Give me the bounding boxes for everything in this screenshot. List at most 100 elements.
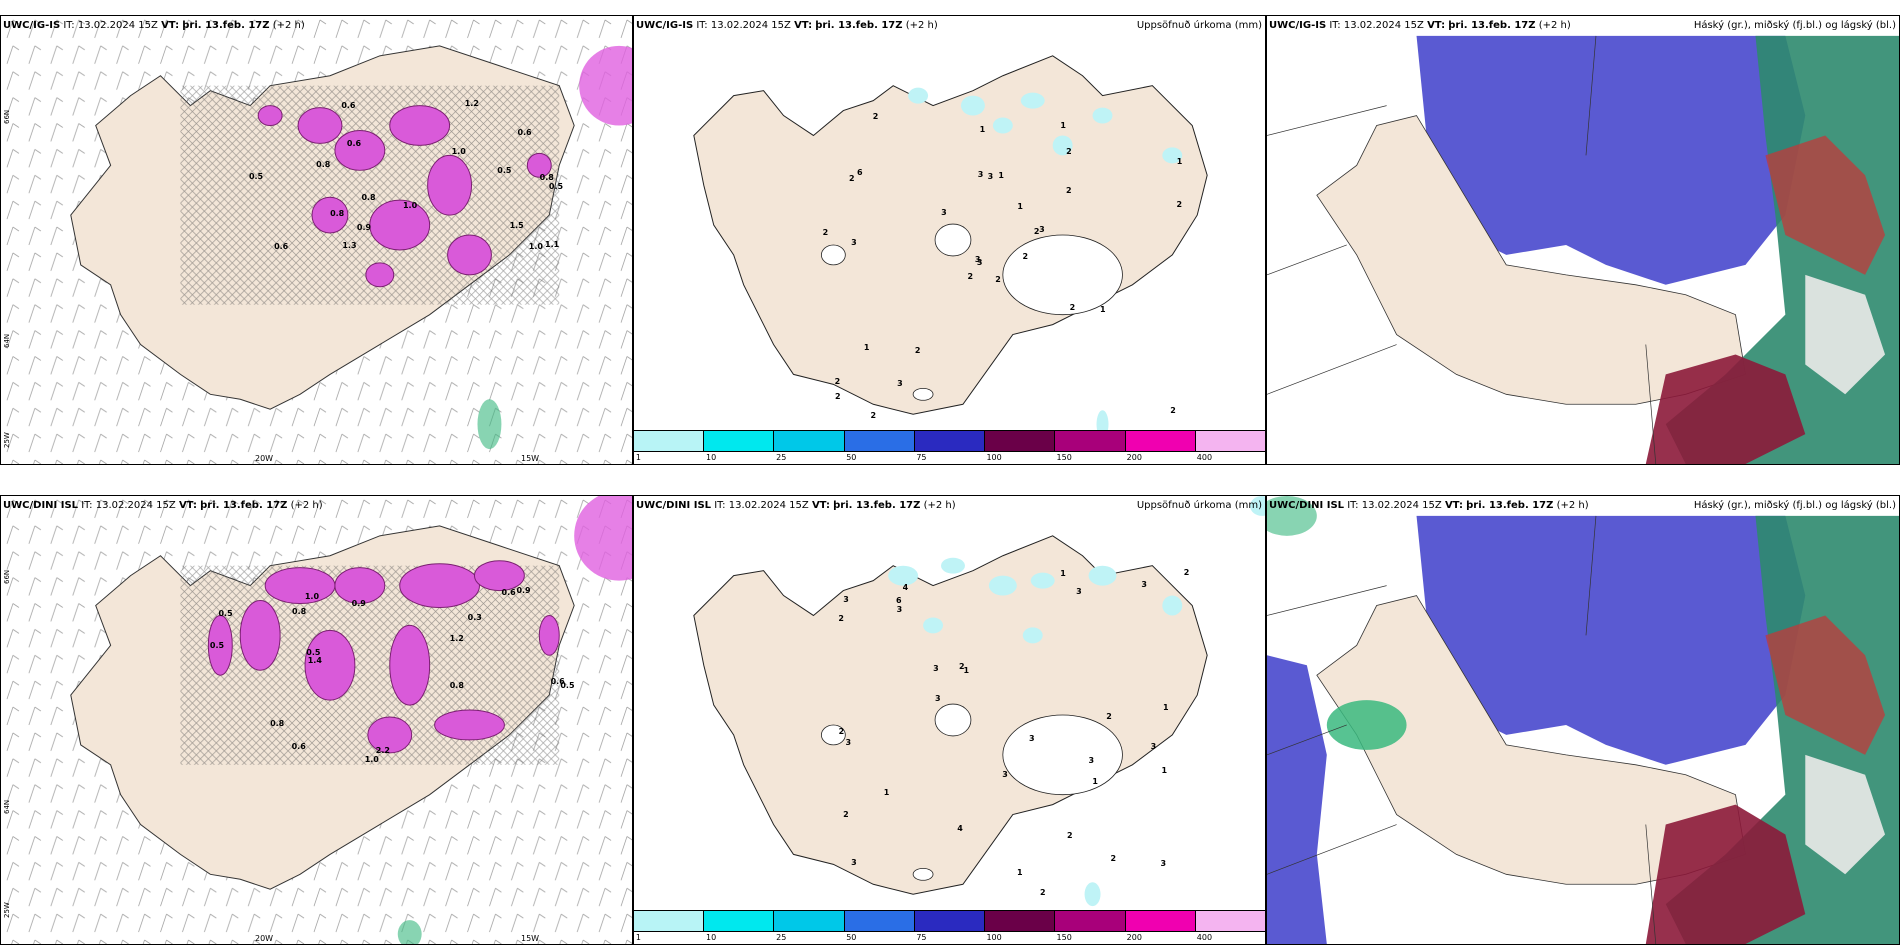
map-value-label: 2	[838, 727, 845, 737]
colorbar-label: 150	[1056, 933, 1072, 942]
lead-time: (+2 h)	[272, 20, 305, 31]
map-value-label: 1.4	[307, 655, 322, 665]
field-title: Háský (gr.), miðský (fj.bl.) og lágský (…	[1693, 500, 1896, 511]
field-title: Uppsöfnuð úrkoma (mm)	[1136, 20, 1262, 31]
map-value-label: 2	[1022, 251, 1029, 261]
colorbar-swatch	[844, 911, 915, 931]
map-value-label: 3	[974, 254, 981, 264]
colorbar-swatch	[704, 911, 775, 931]
map-value-label: 2	[995, 275, 1001, 285]
vt-label: VT:	[1427, 20, 1446, 31]
valid-time: þri. 13.feb. 17Z	[200, 500, 288, 511]
colorbar-swatch	[1195, 431, 1265, 451]
panel-precip-row1: UWC/IG-IS IT: 13.02.2024 15Z VT: þri. 13…	[633, 15, 1266, 465]
lead-time: (+2 h)	[1556, 500, 1589, 511]
map-value-label: 0.6	[550, 677, 565, 687]
vt-label: VT:	[794, 20, 813, 31]
map-value-label: 2	[958, 661, 965, 671]
map-value-label: 0.8	[539, 172, 554, 182]
map-value-label: 0.5	[497, 165, 512, 175]
valid-time: þri. 13.feb. 17Z	[1448, 20, 1536, 31]
colorbar-labels: 1 10 25 50 75 100 150 200 400	[634, 452, 1265, 464]
panel-header: UWC/IG-IS IT: 13.02.2024 15Z VT: þri. 13…	[3, 20, 305, 32]
map-value-label: 3	[843, 595, 849, 605]
map-value-label: 2	[835, 392, 841, 402]
map-value-label: 2	[1040, 887, 1046, 897]
colorbar	[634, 910, 1265, 932]
colorbar-swatch	[774, 431, 845, 451]
map-value-label: 3	[1028, 734, 1035, 744]
map-value-label: 1.3	[342, 240, 357, 250]
colorbar-label: 50	[846, 933, 857, 942]
colorbar-swatch	[704, 431, 775, 451]
map-value-label: 0.3	[467, 612, 482, 622]
lat-label-64n: 64N	[3, 333, 11, 348]
lead-time: (+2 h)	[905, 20, 938, 31]
colorbar-swatch	[1125, 431, 1196, 451]
map-value-label: 2	[1066, 185, 1072, 195]
colorbar-label: 100	[986, 453, 1002, 462]
map-value-label: 3	[977, 170, 984, 180]
map-value-label: 1.0	[364, 755, 379, 765]
vt-label: VT:	[178, 500, 197, 511]
colorbar-swatch	[1195, 911, 1265, 931]
wind-precip-map	[1, 16, 632, 464]
map-value-label: 2	[1066, 146, 1072, 156]
map-value-label: 3	[1039, 224, 1045, 234]
panel-wind-row2: UWC/DINI ISL IT: 13.02.2024 15Z VT: þri.…	[0, 495, 633, 945]
map-value-label: 2	[838, 614, 844, 624]
map-value-label: 3	[987, 171, 994, 181]
colorbar-label: 50	[846, 453, 857, 462]
valid-time: þri. 13.feb. 17Z	[815, 20, 903, 31]
map-value-label: 3	[1002, 770, 1008, 780]
map-value-label: 1.0	[304, 591, 320, 601]
wind-precip-map	[1, 496, 632, 944]
panel-cloud-row2: UWC/DINI ISL IT: 13.02.2024 15Z VT: þri.…	[1266, 495, 1900, 945]
lon-label-15w: 15W	[521, 934, 540, 943]
valid-time: þri. 13.feb. 17Z	[182, 20, 270, 31]
map-value-label: 3	[976, 258, 983, 268]
map-value-label: 0.6	[291, 742, 306, 752]
lead-time: (+2 h)	[923, 500, 956, 511]
map-value-label: 2	[1110, 854, 1117, 864]
panel-header: UWC/IG-IS IT: 13.02.2024 15Z VT: þri. 13…	[1269, 20, 1571, 32]
map-value-label: 0.9	[356, 222, 372, 232]
map-value-label: 3	[934, 693, 941, 703]
panel-precip-row2: UWC/DINI ISL IT: 13.02.2024 15Z VT: þri.…	[633, 495, 1266, 945]
panel-header: UWC/DINI ISL IT: 13.02.2024 15Z VT: þri.…	[3, 500, 323, 512]
high-cloud-area	[1406, 35, 1806, 285]
iceland-land	[1316, 115, 1746, 405]
colorbar-swatch	[774, 911, 845, 931]
map-value-label: 2	[1069, 303, 1076, 312]
map-value-label: 2	[1067, 831, 1073, 841]
colorbar-swatch	[914, 431, 986, 451]
field-title: Háský (gr.), miðský (fj.bl.) og lágský (…	[1693, 20, 1896, 31]
colorbar-label: 75	[916, 933, 927, 942]
map-value-label: 2	[843, 810, 849, 820]
map-value-label: 1	[963, 665, 970, 675]
map-value-label: 1.2	[464, 99, 479, 109]
map-value-label: 0.8	[292, 606, 307, 616]
colorbar-label: 1	[635, 453, 641, 462]
lat-label-25w: 25W	[3, 432, 11, 448]
map-value-label: 1.0	[402, 200, 418, 210]
colorbar-swatch	[1055, 911, 1126, 931]
map-value-label: 0.5	[248, 172, 264, 182]
map-value-label: 0.8	[316, 159, 331, 169]
map-value-label: 0.6	[517, 128, 532, 138]
map-value-label: 3	[1160, 858, 1167, 868]
map-value-label: 3	[897, 378, 903, 388]
precip-map	[693, 496, 1265, 907]
map-value-label: 1	[998, 171, 1004, 181]
panel-header: UWC/IG-IS IT: 13.02.2024 15Z VT: þri. 13…	[636, 20, 938, 32]
lead-time: (+2 h)	[290, 500, 323, 511]
map-value-label: 1.0	[451, 146, 466, 156]
map-value-label: 0.9	[351, 598, 366, 608]
cloud-map	[1267, 16, 1899, 464]
map-value-label: 1	[1161, 766, 1168, 776]
map-value-label: 3	[941, 208, 947, 218]
colorbar-label: 400	[1196, 453, 1213, 462]
map-value-label: 1.2	[449, 634, 464, 644]
model-label: UWC/DINI ISL	[636, 500, 712, 511]
colorbar-swatch	[1125, 911, 1196, 931]
